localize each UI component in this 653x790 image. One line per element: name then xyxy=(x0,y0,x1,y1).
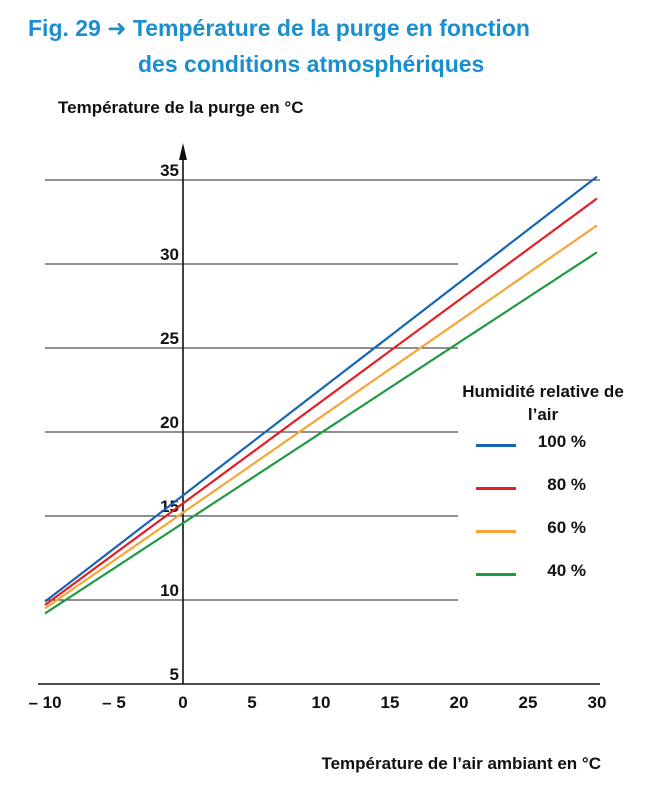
x-tick-label-30: 30 xyxy=(588,693,607,712)
series-line-60 xyxy=(44,224,598,610)
legend-title: Humidité relative de l’air xyxy=(462,382,624,424)
legend-item-80: 80 % xyxy=(448,469,638,512)
x-tick-label-5: 5 xyxy=(247,693,256,712)
y-tick-label-30: 30 xyxy=(160,245,179,264)
legend-label-80: 80 % xyxy=(547,475,586,494)
x-tick-label-10: 10 xyxy=(312,693,331,712)
x-tick-label-25: 25 xyxy=(519,693,538,712)
series-line-100 xyxy=(44,175,598,603)
legend-label-60: 60 % xyxy=(547,518,586,537)
x-tick-label-0: 0 xyxy=(178,693,187,712)
y-tick-label-25: 25 xyxy=(160,329,179,348)
x-tick-label-15: 15 xyxy=(381,693,400,712)
y-tick-label-20: 20 xyxy=(160,413,179,432)
x-tick-label-20: 20 xyxy=(450,693,469,712)
y-tick-label-5: 5 xyxy=(170,665,179,684)
legend-items: 100 % 80 % 60 % 40 % xyxy=(448,426,638,598)
x-tick-label--5: – 5 xyxy=(102,693,126,712)
figure-title-line-1: Fig. 29 ➜ Température de la purge en fon… xyxy=(28,15,530,41)
legend-item-60: 60 % xyxy=(448,512,638,555)
y-axis-label: Température de la purge en °C xyxy=(58,98,304,117)
x-tick-label--10: – 10 xyxy=(28,693,61,712)
series-line-40 xyxy=(44,251,598,615)
figure-title: Fig. 29 ➜ Température de la purge en fon… xyxy=(28,10,588,82)
y-tick-label-10: 10 xyxy=(160,581,179,600)
y-axis-arrow-icon xyxy=(179,143,187,160)
legend-swatch-100 xyxy=(476,444,516,447)
figure-title-line-2: des conditions atmosphériques xyxy=(138,51,485,77)
y-tick-label-35: 35 xyxy=(160,161,179,180)
legend-label-40: 40 % xyxy=(547,561,586,580)
legend-item-100: 100 % xyxy=(448,426,638,469)
series-line-80 xyxy=(44,197,598,606)
legend: Humidité relative de l’air 100 % 80 % 60 %… xyxy=(448,380,638,598)
legend-swatch-80 xyxy=(476,487,516,490)
legend-item-40: 40 % xyxy=(448,555,638,598)
x-axis-label: Température de l’air ambiant en °C xyxy=(321,754,601,773)
legend-swatch-60 xyxy=(476,530,516,533)
legend-swatch-40 xyxy=(476,573,516,576)
legend-label-100: 100 % xyxy=(537,432,586,451)
